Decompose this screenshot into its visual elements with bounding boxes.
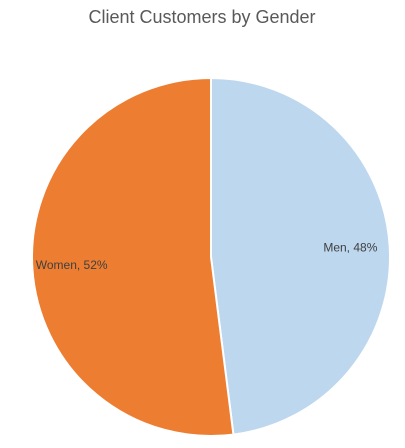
- data-label: Men, 48%: [323, 240, 377, 254]
- pie-slice: [210, 76, 391, 436]
- chart-title: Client Customers by Gender: [88, 7, 315, 27]
- pie-slice: [31, 76, 235, 437]
- data-label: Women, 52%: [36, 258, 108, 272]
